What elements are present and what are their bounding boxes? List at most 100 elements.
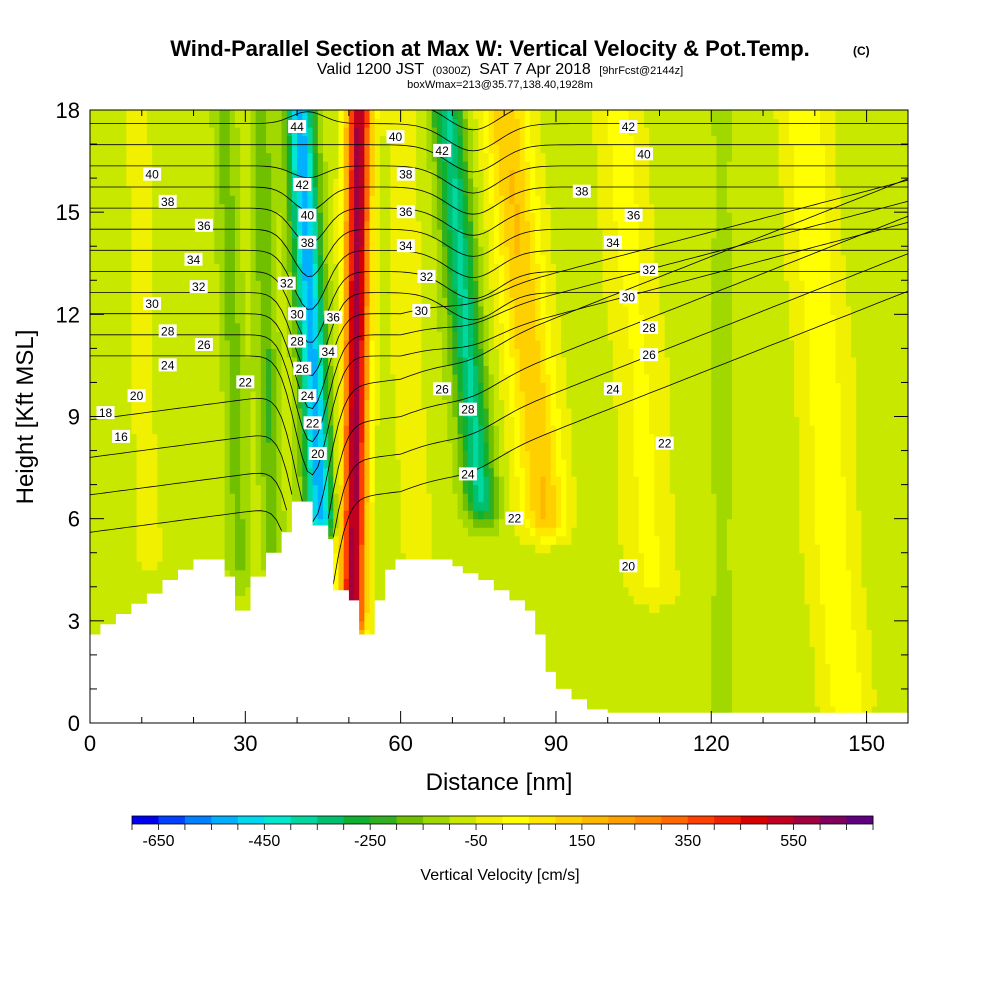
w-cell (897, 637, 904, 647)
w-cell (618, 705, 624, 716)
w-cell (121, 459, 127, 469)
w-cell (312, 467, 319, 477)
w-cell (897, 595, 904, 605)
w-cell (851, 535, 857, 545)
w-cell (545, 595, 552, 605)
w-cell (146, 544, 153, 554)
w-cell (721, 510, 728, 520)
w-cell (405, 467, 412, 477)
w-cell (178, 510, 184, 520)
w-cell (747, 467, 754, 477)
w-cell (809, 561, 816, 571)
w-cell (281, 467, 288, 477)
w-cell (540, 527, 547, 537)
w-cell (576, 629, 583, 639)
w-cell (825, 518, 831, 528)
w-cell (291, 459, 298, 469)
w-cell (876, 476, 883, 486)
w-cell (343, 569, 350, 579)
w-cell (493, 510, 500, 520)
w-cell (462, 493, 469, 503)
w-cell (597, 671, 604, 682)
w-cell (851, 484, 857, 494)
w-cell (804, 493, 811, 503)
w-cell (887, 569, 894, 579)
w-cell (643, 476, 650, 486)
w-cell (633, 510, 640, 520)
w-cell (535, 561, 542, 571)
w-cell (493, 569, 500, 579)
w-cell (716, 578, 723, 588)
w-cell (152, 493, 158, 503)
w-cell (892, 552, 899, 562)
w-cell (95, 518, 101, 528)
w-cell (902, 510, 908, 520)
w-cell (690, 688, 697, 699)
w-cell (690, 552, 697, 562)
w-cell (876, 535, 883, 545)
w-cell (840, 637, 847, 647)
w-cell (167, 476, 174, 486)
w-cell (209, 552, 215, 562)
w-cell (121, 450, 127, 460)
w-cell (115, 476, 122, 486)
w-cell (317, 467, 324, 477)
w-cell (172, 484, 179, 494)
w-cell (167, 527, 174, 537)
w-cell (819, 484, 826, 494)
w-cell (473, 459, 479, 469)
w-cell (876, 663, 883, 673)
w-cell (866, 688, 873, 699)
w-cell (121, 493, 127, 503)
w-cell (861, 476, 868, 486)
w-cell (623, 697, 630, 707)
w-cell (198, 501, 205, 511)
w-cell (592, 671, 598, 682)
w-cell (131, 535, 138, 545)
w-cell (115, 569, 122, 579)
w-cell (700, 510, 707, 520)
w-cell (571, 518, 578, 528)
w-cell (669, 484, 676, 494)
w-cell (607, 467, 614, 477)
w-cell (597, 603, 604, 613)
w-cell (731, 671, 738, 682)
w-cell (866, 697, 873, 707)
w-cell (581, 671, 588, 682)
w-cell (695, 637, 702, 647)
w-cell (157, 569, 164, 579)
w-cell (571, 493, 578, 503)
w-cell (643, 620, 650, 630)
w-cell (483, 476, 490, 486)
w-cell (167, 510, 174, 520)
w-cell (354, 561, 360, 571)
w-cell (851, 612, 857, 622)
w-cell (840, 569, 847, 579)
w-cell (649, 671, 655, 682)
w-cell (115, 586, 122, 596)
w-cell (716, 620, 723, 630)
w-cell (814, 527, 821, 537)
w-cell (897, 569, 904, 579)
w-cell (540, 535, 547, 545)
w-cell (348, 510, 355, 520)
w-cell (825, 476, 831, 486)
w-cell (302, 484, 309, 494)
w-cell (747, 705, 754, 716)
w-cell (669, 629, 676, 639)
w-cell (509, 450, 516, 460)
w-cell (126, 561, 133, 571)
w-cell (157, 467, 164, 477)
w-cell (524, 476, 531, 486)
w-cell (851, 637, 857, 647)
w-cell (804, 612, 811, 622)
w-cell (540, 595, 547, 605)
w-cell (845, 663, 852, 673)
w-cell (131, 578, 138, 588)
w-cell (825, 484, 831, 494)
w-cell (804, 688, 811, 699)
w-cell (416, 552, 422, 562)
w-cell (162, 450, 169, 460)
w-cell (535, 493, 542, 503)
w-cell (250, 569, 257, 579)
